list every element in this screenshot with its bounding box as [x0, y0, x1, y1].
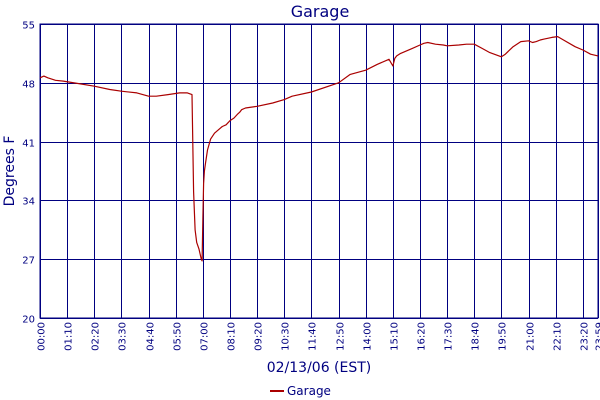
- x-axis-tick-labels: 00:00 01:10 02:20 03:30 04:40 05:50 07:00 08:10…: [37, 322, 600, 351]
- x-tick-label: 10:30: [281, 322, 292, 351]
- x-tick-label: 09:20: [254, 322, 265, 351]
- x-tick-label: 18:40: [471, 322, 482, 351]
- x-axis-label: 02/13/06 (EST): [267, 360, 372, 376]
- x-tick-label: 22:10: [553, 322, 564, 351]
- x-tick-label: 12:50: [336, 322, 347, 351]
- y-tick-label: 48: [22, 80, 35, 91]
- x-tick-label: 00:00: [37, 322, 48, 351]
- y-axis-tick-labels: 20 27 34 41 48 55: [22, 21, 35, 326]
- x-tick-label: 02:20: [91, 322, 102, 351]
- y-tick-label: 41: [22, 139, 35, 150]
- x-tick-label: 08:10: [227, 322, 238, 351]
- horizontal-gridlines: [40, 24, 598, 319]
- x-tick-label: 04:40: [146, 322, 157, 351]
- y-axis-label: Degrees F: [2, 136, 18, 207]
- x-tick-label: 15:10: [390, 322, 401, 351]
- x-tick-label: 03:30: [118, 322, 129, 351]
- plot-area-border: [39, 23, 599, 319]
- x-tick-label: 01:10: [64, 322, 75, 351]
- x-tick-label: 14:00: [363, 322, 374, 351]
- x-tick-label: 16:20: [417, 322, 428, 351]
- x-tick-label: 05:50: [173, 322, 184, 351]
- y-tick-label: 55: [22, 21, 35, 32]
- legend: Garage: [270, 384, 331, 398]
- series-line-garage: [39, 35, 599, 262]
- x-tick-label: 17:30: [444, 322, 455, 351]
- series-layer: [39, 35, 599, 262]
- x-tick-label: 07:00: [200, 322, 211, 351]
- x-tick-label: 11:40: [308, 322, 319, 351]
- y-tick-label: 27: [22, 256, 35, 267]
- chart-title: Garage: [291, 2, 350, 21]
- vertical-gridlines: [40, 24, 599, 318]
- x-tick-label: 21:00: [526, 322, 537, 351]
- legend-label-garage: Garage: [287, 384, 331, 398]
- y-tick-label: 34: [22, 197, 35, 208]
- y-tick-label: 20: [22, 315, 35, 326]
- x-tick-label: 23:59: [595, 322, 600, 351]
- x-tick-label: 19:50: [498, 322, 509, 351]
- x-tick-label: 23:20: [580, 322, 591, 351]
